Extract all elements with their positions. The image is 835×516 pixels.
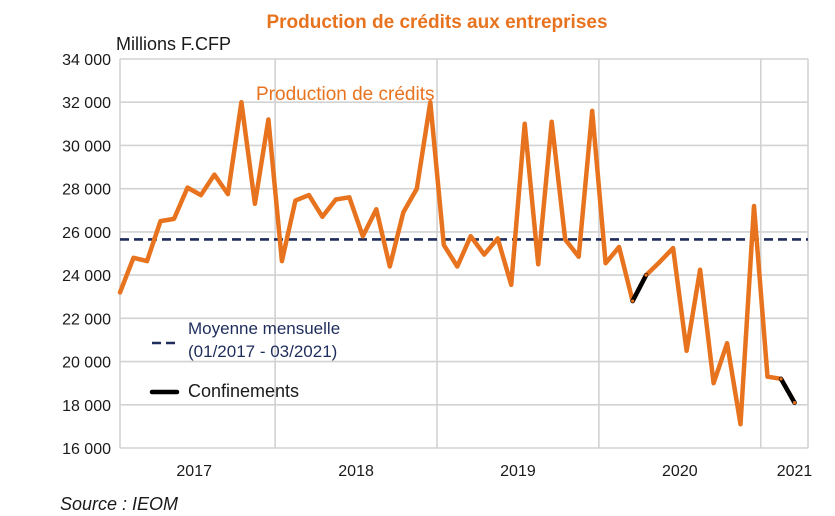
data-points [118,100,797,426]
legend-average-label: Moyenne mensuelle [188,319,340,338]
data-point [482,252,486,257]
data-point [577,255,581,259]
data-point [509,283,513,287]
data-point [779,377,783,381]
data-point [698,268,702,272]
chart-title: Production de crédits aux entreprises [266,12,607,33]
data-point [631,299,635,303]
y-tick-label: 16 000 [62,441,111,458]
data-point [644,273,648,277]
data-point [415,187,419,191]
data-point [752,204,756,208]
data-point [131,256,136,260]
data-point [684,349,689,353]
source-note: Source : IEOM [60,494,178,514]
data-point [253,202,257,206]
data-point [455,264,459,269]
x-tick-label: 2020 [662,463,698,480]
data-point [374,207,378,211]
data-point [671,246,675,250]
data-point [563,237,567,242]
lockdown-segments [630,272,797,405]
data-point [199,193,203,197]
y-tick-label: 32 000 [62,95,111,112]
y-tick-label: 28 000 [62,182,111,199]
y-tick-label: 34 000 [62,52,111,69]
data-point [725,341,729,345]
y-tick-label: 18 000 [62,398,111,415]
data-point [266,117,270,122]
data-point [361,234,365,238]
data-point [293,198,297,203]
data-point [185,185,190,190]
data-point [536,262,540,266]
data-point [401,210,405,215]
data-point [334,197,338,202]
data-point [172,217,176,221]
data-point [496,236,500,240]
data-point [590,109,594,113]
y-tick-label: 20 000 [62,355,111,372]
data-point [604,261,608,265]
data-point [469,234,473,238]
data-point [523,122,527,126]
data-point [792,401,797,405]
data-point [442,243,446,247]
data-point [158,219,163,223]
data-point [617,245,621,249]
data-point [428,100,432,104]
data-point [550,120,554,124]
data-point [212,173,217,177]
data-point [307,193,311,197]
x-tick-label: 2017 [176,463,212,480]
y-tick-label: 30 000 [62,138,111,155]
data-point [738,422,743,426]
x-tick-label: 2019 [500,463,536,480]
y-tick-label: 26 000 [62,225,111,242]
data-point [320,215,324,219]
data-point [347,195,351,199]
data-point [388,264,392,269]
legend-average-period: (01/2017 - 03/2021) [188,342,337,361]
x-axis-ticks: 2017 2018 2019 2020 2021 [176,463,812,480]
data-point [765,375,770,379]
data-point [658,260,662,264]
data-point [145,259,149,263]
data-point [280,259,284,263]
lockdown-segment [630,272,649,304]
legend: Moyenne mensuelle (01/2017 - 03/2021) Co… [149,319,340,401]
legend-lockdown-label: Confinements [188,381,299,401]
credit-production-line [117,99,797,427]
y-tick-label: 22 000 [62,311,111,328]
gridlines [119,58,809,449]
y-tick-label: 24 000 [62,268,111,285]
y-axis-ticks: 34 000 32 000 30 000 28 000 26 000 24 000 22 0… [62,52,111,458]
x-tick-label: 2021 [777,463,813,480]
y-axis-unit-label: Millions F.CFP [116,34,231,54]
data-point [239,100,244,104]
data-point [118,290,122,294]
series-annotation: Production de crédits [256,84,435,105]
lockdown-segment [778,376,797,405]
data-point [711,381,716,385]
data-point [226,192,230,196]
x-tick-label: 2018 [338,463,374,480]
